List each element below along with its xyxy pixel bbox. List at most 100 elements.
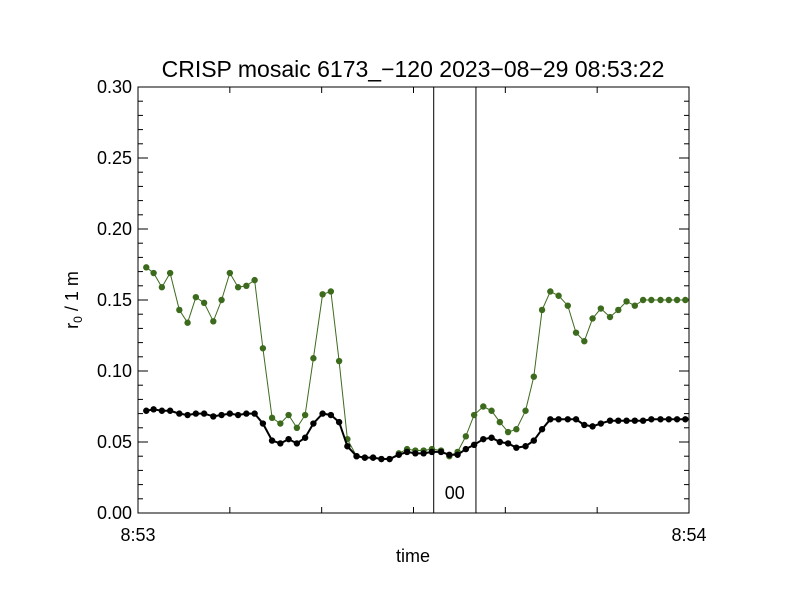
- y-tick-label: 0.30: [97, 77, 132, 97]
- data-point-black: [504, 440, 512, 447]
- data-point-black: [251, 410, 258, 417]
- data-point-black: [530, 437, 538, 444]
- data-point-green: [665, 296, 672, 304]
- data-point-green: [488, 407, 495, 414]
- data-point-black: [166, 407, 174, 414]
- svg-text:r0 / 1 m: r0 / 1 m: [62, 271, 85, 329]
- data-point-black: [589, 423, 596, 430]
- data-point-black: [665, 416, 672, 423]
- y-axis-label-sub: 0: [71, 316, 85, 323]
- data-point-black: [344, 443, 351, 450]
- data-point-green: [480, 403, 487, 410]
- data-point-black: [226, 410, 234, 417]
- data-point-black: [327, 411, 335, 419]
- data-point-black: [335, 418, 343, 426]
- data-point-green: [277, 420, 284, 427]
- data-point-black: [403, 448, 411, 456]
- data-point-green: [166, 269, 174, 277]
- data-point-black: [234, 411, 242, 419]
- data-point-black: [353, 453, 360, 460]
- data-point-green: [631, 302, 639, 309]
- data-point-green: [158, 284, 166, 291]
- data-point-black: [437, 448, 445, 456]
- data-point-green: [564, 302, 571, 309]
- data-point-green: [319, 291, 326, 298]
- data-point-green: [581, 337, 588, 345]
- data-point-black: [412, 450, 419, 457]
- data-point-black: [623, 417, 630, 424]
- data-point-green: [192, 293, 200, 301]
- data-point-green: [268, 414, 276, 422]
- data-point-black: [285, 435, 292, 443]
- data-point-green: [462, 433, 470, 440]
- data-point-black: [277, 440, 284, 447]
- data-point-black: [192, 410, 200, 417]
- data-point-black: [319, 410, 326, 417]
- time-markers: 00: [433, 87, 477, 513]
- y-tick-label: 0.05: [97, 432, 132, 452]
- x-tick-label: 8:54: [671, 525, 706, 545]
- data-point-black: [243, 410, 250, 417]
- data-point-green: [143, 264, 150, 271]
- data-point-black: [143, 407, 150, 414]
- data-point-green: [513, 426, 520, 433]
- y-tick-label: 0.20: [97, 219, 132, 239]
- data-point-green: [470, 411, 478, 419]
- x-tick-label: 8:53: [120, 525, 155, 545]
- data-point-black: [673, 416, 681, 423]
- data-point-black: [470, 441, 478, 449]
- data-point-black: [682, 416, 689, 423]
- data-point-black: [200, 410, 208, 417]
- chart-title: CRISP mosaic 6173_−120 2023−08−29 08:53:…: [162, 56, 665, 82]
- data-point-black: [150, 406, 157, 413]
- data-point-black: [564, 416, 571, 423]
- data-point-black: [522, 443, 529, 450]
- data-point-green: [259, 345, 267, 352]
- marker-label: 00: [445, 483, 465, 503]
- y-axis: 0.00 0.05 0.10 0.15 0.20 0.25 0.30: [97, 77, 689, 523]
- data-point-green: [210, 318, 217, 325]
- data-point-green: [243, 282, 250, 289]
- data-point-green: [522, 407, 529, 414]
- data-point-black: [176, 410, 183, 417]
- series-green: [143, 264, 689, 463]
- data-point-green: [504, 428, 512, 436]
- data-point-green: [639, 296, 647, 304]
- data-point-black: [454, 451, 461, 458]
- data-point-green: [572, 329, 580, 336]
- data-point-black: [210, 413, 217, 420]
- data-point-black: [395, 451, 403, 458]
- data-point-green: [648, 296, 655, 304]
- data-point-black: [378, 455, 385, 463]
- series-line-green: [145, 266, 686, 460]
- data-point-green: [555, 292, 562, 299]
- y-tick-label: 0.15: [97, 290, 132, 310]
- data-point-black: [301, 434, 309, 441]
- series-group: [143, 264, 689, 463]
- data-point-black: [538, 426, 546, 433]
- data-point-black: [547, 416, 554, 423]
- data-point-black: [361, 454, 369, 461]
- data-point-green: [673, 296, 681, 304]
- data-point-green: [597, 305, 605, 312]
- data-point-green: [251, 276, 258, 284]
- data-point-green: [589, 315, 596, 322]
- data-point-black: [310, 420, 317, 427]
- data-point-black: [462, 445, 470, 453]
- data-point-black: [496, 438, 504, 446]
- data-point-black: [572, 416, 580, 423]
- x-axis: 8:53 8:54: [120, 87, 707, 545]
- data-point-black: [581, 421, 588, 429]
- data-point-black: [488, 434, 495, 441]
- data-point-black: [606, 417, 614, 424]
- data-point-green: [226, 269, 234, 277]
- y-tick-label: 0.00: [97, 503, 132, 523]
- data-point-green: [218, 296, 225, 304]
- data-point-black: [555, 416, 562, 423]
- data-point-black: [218, 411, 225, 419]
- data-point-green: [234, 284, 242, 291]
- data-point-black: [631, 417, 639, 424]
- data-point-green: [285, 411, 292, 419]
- data-point-green: [335, 357, 343, 365]
- y-tick-label: 0.10: [97, 361, 132, 381]
